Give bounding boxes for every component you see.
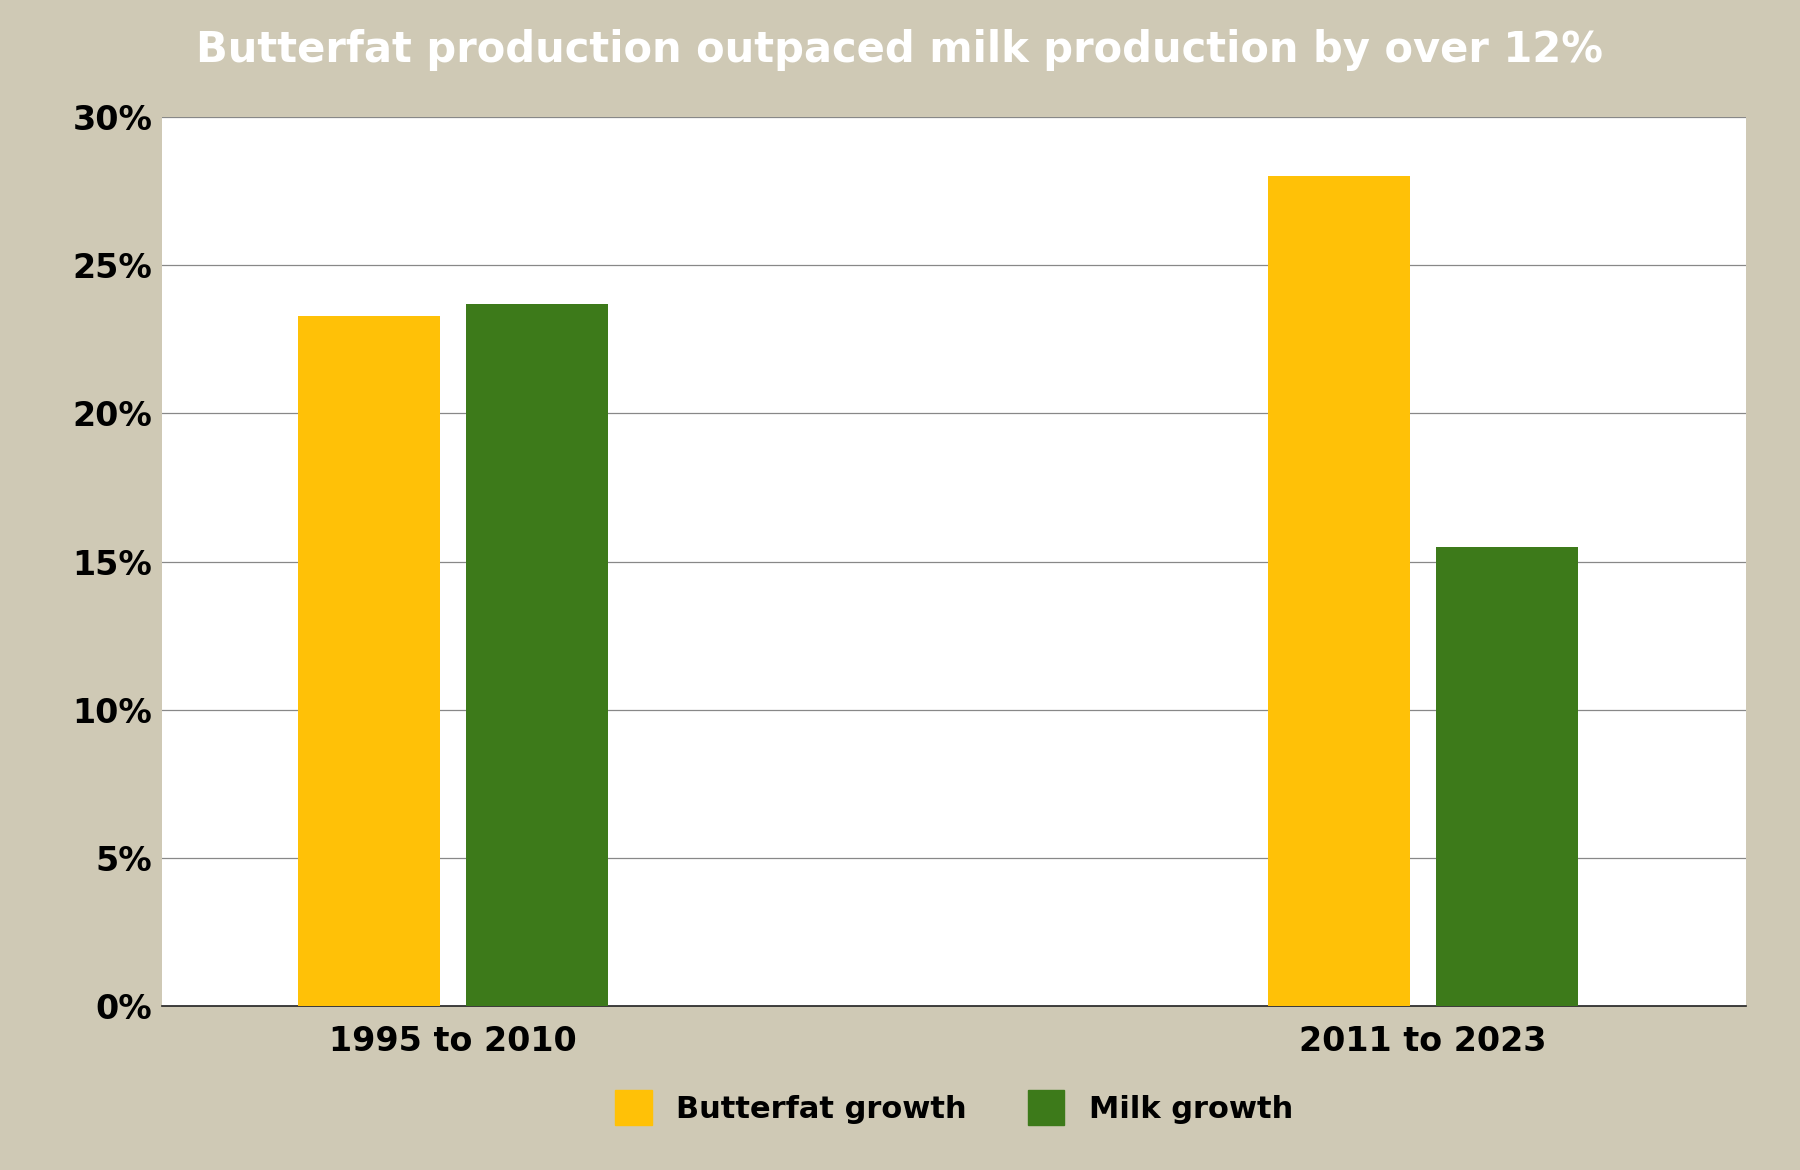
Bar [297,316,439,1006]
Bar [1436,546,1579,1006]
Legend: Butterfat growth, Milk growth: Butterfat growth, Milk growth [603,1078,1305,1137]
Bar [466,304,608,1006]
Text: Butterfat production outpaced milk production by over 12%: Butterfat production outpaced milk produ… [196,29,1604,70]
Bar [1267,177,1409,1006]
